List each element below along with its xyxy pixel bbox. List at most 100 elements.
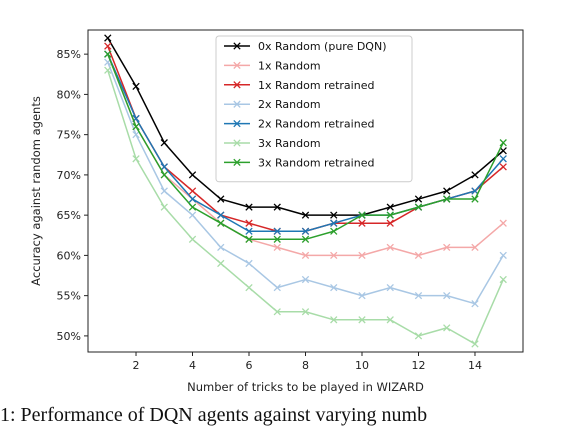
data-point — [273, 203, 281, 211]
data-point — [471, 195, 479, 203]
data-point — [188, 203, 197, 211]
y-tick-label: 55% — [57, 290, 81, 303]
y-tick-label: 50% — [57, 330, 81, 343]
data-point — [414, 291, 423, 300]
data-point — [443, 324, 451, 332]
data-point — [330, 251, 338, 260]
data-point — [358, 211, 366, 219]
data-point — [499, 275, 507, 284]
data-point — [160, 203, 168, 211]
data-point — [414, 195, 423, 203]
data-point — [104, 42, 112, 50]
data-point — [132, 155, 140, 163]
data-point — [358, 291, 366, 300]
data-point — [414, 332, 423, 340]
legend-label: 2x Random retrained — [258, 118, 374, 131]
legend-box — [215, 35, 413, 183]
legend-marker — [233, 100, 241, 108]
series-layer — [104, 34, 507, 348]
legend-marker — [233, 158, 241, 167]
data-point — [217, 243, 225, 252]
data-point — [160, 139, 168, 147]
data-point — [330, 227, 338, 235]
data-point — [330, 283, 338, 292]
x-tick-label: 2 — [133, 359, 140, 372]
data-point — [471, 340, 479, 348]
legend-item: 1x Random retrained — [224, 79, 374, 92]
x-tick-label: 10 — [355, 359, 369, 372]
data-point — [245, 235, 253, 243]
legend-item: 3x Random retrained — [224, 156, 374, 169]
data-point — [217, 211, 225, 219]
data-point — [330, 211, 338, 219]
data-point — [386, 203, 394, 211]
data-point — [301, 308, 310, 316]
figure-caption: 1: Performance of DQN agents against var… — [0, 404, 428, 426]
data-point — [386, 316, 394, 324]
data-point — [273, 308, 281, 316]
data-point — [358, 219, 366, 227]
legend-marker — [233, 42, 241, 50]
data-point — [301, 275, 310, 284]
data-point — [386, 211, 394, 219]
data-point — [104, 66, 112, 74]
legend-label: 3x Random retrained — [258, 156, 374, 169]
data-point — [132, 122, 140, 131]
series-1 — [104, 34, 507, 219]
x-tick-label: 14 — [468, 359, 482, 372]
data-point — [160, 187, 168, 195]
data-point — [104, 34, 112, 42]
y-tick-label: 70% — [57, 169, 81, 182]
data-point — [301, 235, 310, 243]
legend-label: 3x Random — [258, 137, 321, 150]
legend-marker — [233, 81, 241, 89]
data-point — [132, 82, 140, 91]
legend-item: 0x Random (pure DQN) — [224, 40, 386, 53]
data-point — [414, 251, 423, 260]
data-point — [443, 187, 451, 195]
data-point — [301, 227, 310, 235]
series-6 — [104, 66, 507, 348]
data-point — [443, 243, 451, 252]
data-point — [217, 195, 225, 203]
y-axis-ticks: 50% 55% 60% 65% 70% 75% 80% 85% — [57, 48, 88, 343]
data-point — [132, 130, 140, 139]
legend-item: 2x Random — [224, 98, 321, 111]
legend-label: 1x Random — [258, 59, 321, 72]
data-point — [273, 227, 281, 235]
legend-label: 0x Random (pure DQN) — [258, 40, 386, 53]
data-point — [217, 259, 225, 268]
legend-item: 3x Random — [224, 137, 321, 150]
data-point — [104, 50, 112, 58]
legend-marker — [233, 139, 241, 147]
data-point — [160, 163, 168, 171]
data-point — [273, 283, 281, 292]
series-7 — [104, 50, 507, 243]
legend-label: 1x Random retrained — [258, 79, 374, 92]
data-point — [386, 243, 394, 252]
data-point — [443, 195, 451, 203]
legend-item: 2x Random retrained — [224, 118, 374, 131]
data-point — [499, 219, 507, 227]
data-point — [188, 171, 197, 179]
data-point — [471, 300, 479, 308]
x-tick-label: 8 — [302, 359, 309, 372]
x-axis-ticks: 2 4 6 8 10 12 14 — [133, 352, 482, 372]
data-point — [358, 251, 366, 260]
data-point — [386, 283, 394, 292]
data-point — [245, 227, 253, 235]
x-tick-label: 4 — [189, 359, 196, 372]
data-point — [358, 316, 366, 324]
data-point — [330, 316, 338, 324]
legend: 0x Random (pure DQN) 1x Random 1x Random r… — [215, 35, 413, 183]
legend-label: 2x Random — [258, 98, 321, 111]
legend-marker — [233, 119, 241, 128]
data-point — [245, 219, 253, 227]
y-tick-label: 60% — [57, 249, 81, 262]
y-tick-label: 75% — [57, 129, 81, 142]
data-point — [160, 171, 168, 179]
x-axis-label: Number of tricks to be played in WIZARD — [187, 380, 424, 394]
data-point — [217, 219, 225, 227]
legend-item: 1x Random — [224, 59, 321, 72]
